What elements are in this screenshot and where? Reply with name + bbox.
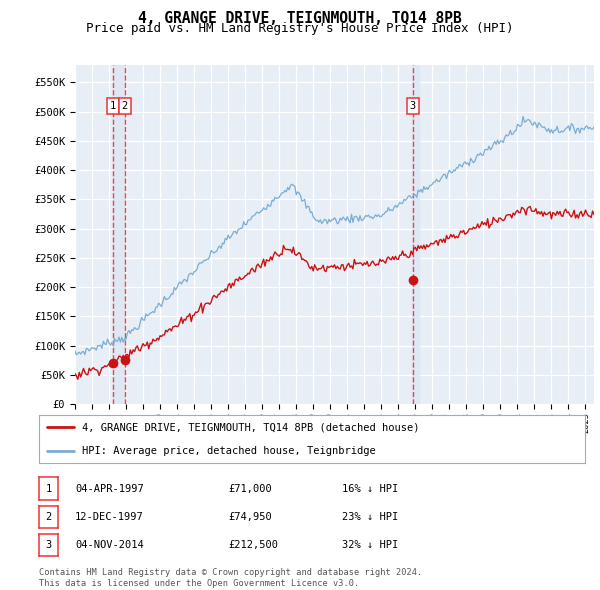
Text: 04-APR-1997: 04-APR-1997	[75, 484, 144, 493]
Text: Price paid vs. HM Land Registry's House Price Index (HPI): Price paid vs. HM Land Registry's House …	[86, 22, 514, 35]
Text: 23% ↓ HPI: 23% ↓ HPI	[342, 512, 398, 522]
Text: 3: 3	[409, 101, 416, 111]
Bar	[113, 65, 125, 404]
Text: 4, GRANGE DRIVE, TEIGNMOUTH, TQ14 8PB (detached house): 4, GRANGE DRIVE, TEIGNMOUTH, TQ14 8PB (d…	[82, 422, 419, 432]
Text: 16% ↓ HPI: 16% ↓ HPI	[342, 484, 398, 493]
Text: £71,000: £71,000	[228, 484, 272, 493]
Text: £212,500: £212,500	[228, 540, 278, 550]
Text: 4, GRANGE DRIVE, TEIGNMOUTH, TQ14 8PB: 4, GRANGE DRIVE, TEIGNMOUTH, TQ14 8PB	[138, 11, 462, 25]
Text: Contains HM Land Registry data © Crown copyright and database right 2024.
This d: Contains HM Land Registry data © Crown c…	[39, 568, 422, 588]
Text: 1: 1	[110, 101, 116, 111]
Text: 1: 1	[46, 484, 52, 493]
Bar	[412, 65, 419, 404]
Text: 2: 2	[122, 101, 128, 111]
Text: 32% ↓ HPI: 32% ↓ HPI	[342, 540, 398, 550]
Text: 3: 3	[46, 540, 52, 550]
Text: 04-NOV-2014: 04-NOV-2014	[75, 540, 144, 550]
Text: 12-DEC-1997: 12-DEC-1997	[75, 512, 144, 522]
Text: £74,950: £74,950	[228, 512, 272, 522]
Text: HPI: Average price, detached house, Teignbridge: HPI: Average price, detached house, Teig…	[82, 445, 376, 455]
Text: 2: 2	[46, 512, 52, 522]
